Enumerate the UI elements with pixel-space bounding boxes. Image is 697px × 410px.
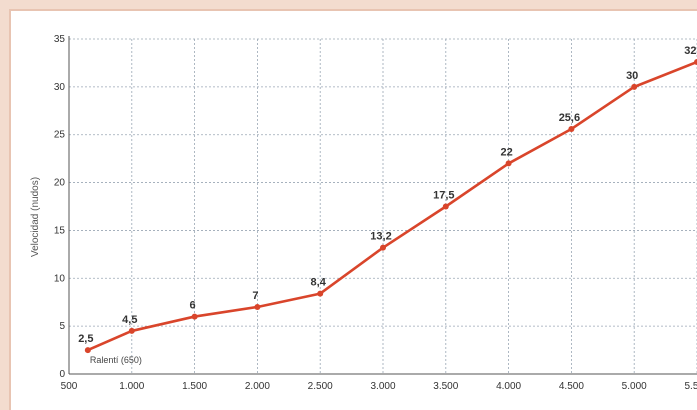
data-label: 6: [190, 300, 196, 312]
grid: [69, 38, 697, 374]
data-label: 8,4: [311, 277, 327, 289]
line-chart: 0 5 10 15 20 25 30 35 500 1.000 1.500 2.000 2.500 3.0…: [30, 34, 697, 392]
y-tick-label: 35: [54, 34, 66, 45]
data-label: 4,5: [122, 314, 137, 326]
y-tick-label: 25: [54, 130, 66, 141]
data-point: [84, 347, 91, 354]
x-tick-label: 5.500: [684, 381, 697, 392]
data-point: [317, 290, 324, 297]
data-point: [631, 83, 638, 90]
series-line: [87, 60, 697, 352]
data-point: [568, 125, 575, 132]
data-label: 30: [626, 70, 638, 82]
data-label: 7: [252, 290, 258, 302]
data-label: 32,6: [684, 45, 697, 57]
data-labels: 2,5 4,5 6 7 8,4 13,2 17,5 22 25,6 30 32,6 Ralentí (…: [78, 45, 697, 365]
y-tick-label: 30: [54, 82, 66, 93]
y-axis-title: Velocidad (nudos): [30, 177, 41, 257]
data-label: 22: [500, 146, 512, 158]
data-point: [694, 58, 697, 65]
x-tick-label: 2.500: [308, 381, 333, 392]
x-tick-label: 1.500: [182, 381, 207, 392]
y-tick-label: 20: [54, 178, 66, 189]
data-label: 2,5: [78, 333, 93, 345]
x-tick-label: 3.500: [433, 381, 458, 392]
x-tick-label: 3.000: [370, 381, 395, 392]
y-tick-label: 15: [54, 225, 66, 236]
axes: 0 5 10 15 20 25 30 35 500 1.000 1.500 2.000 2.500 3.0…: [54, 34, 697, 392]
data-point: [505, 160, 512, 167]
data-point: [254, 304, 261, 310]
chart-frame: 0 5 10 15 20 25 30 35 500 1.000 1.500 2.000 2.500 3.0…: [9, 9, 697, 410]
y-tick-label: 0: [59, 369, 65, 380]
y-tick-label: 5: [59, 321, 65, 332]
x-tick-label: 500: [61, 381, 78, 392]
series-layer: [84, 58, 697, 354]
data-point: [380, 244, 386, 251]
data-label: 13,2: [370, 231, 391, 243]
data-label: 25,6: [559, 112, 580, 124]
x-tick-label: 5.000: [622, 381, 647, 392]
data-point: [191, 313, 198, 320]
data-point: [442, 203, 449, 210]
x-tick-label: 4.000: [496, 381, 521, 392]
data-label: 17,5: [433, 190, 454, 202]
data-point: [128, 327, 135, 334]
x-tick-label: 1.000: [119, 381, 144, 392]
annotation-label: Ralentí (650): [90, 355, 142, 365]
x-tick-label: 2.000: [245, 381, 270, 392]
x-tick-label: 4.500: [559, 381, 584, 392]
y-tick-label: 10: [54, 273, 66, 284]
